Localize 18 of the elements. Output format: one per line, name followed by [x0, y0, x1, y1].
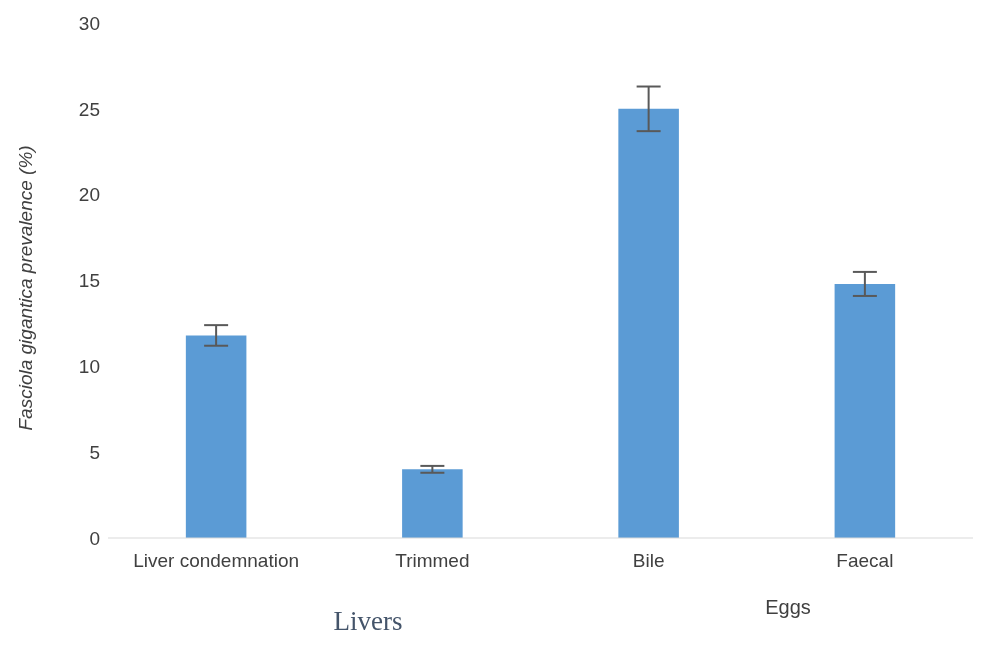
y-tick-label: 10: [78, 356, 100, 378]
y-tick-label: 25: [78, 98, 100, 120]
bar: [618, 108, 679, 538]
x-tick-label: Liver condemnation: [133, 550, 300, 572]
text: Eggs: [764, 596, 812, 619]
y-tick-label: 15: [78, 270, 100, 292]
y-tick-label: 0: [89, 527, 100, 549]
bar: [185, 335, 247, 538]
text: Livers: [332, 606, 404, 637]
x-tick-label: Trimmed: [395, 550, 470, 572]
y-tick-label: 30: [78, 12, 100, 34]
x-tick-label: Faecal: [836, 550, 894, 572]
x-tick-label: Bile: [632, 550, 665, 572]
y-tick-label: 20: [78, 184, 100, 206]
bar: [402, 469, 463, 538]
bar: [834, 283, 896, 538]
y-tick-label: 5: [89, 441, 100, 463]
y-axis-title: Fasciola gigantica prevalence (%): [14, 145, 36, 431]
